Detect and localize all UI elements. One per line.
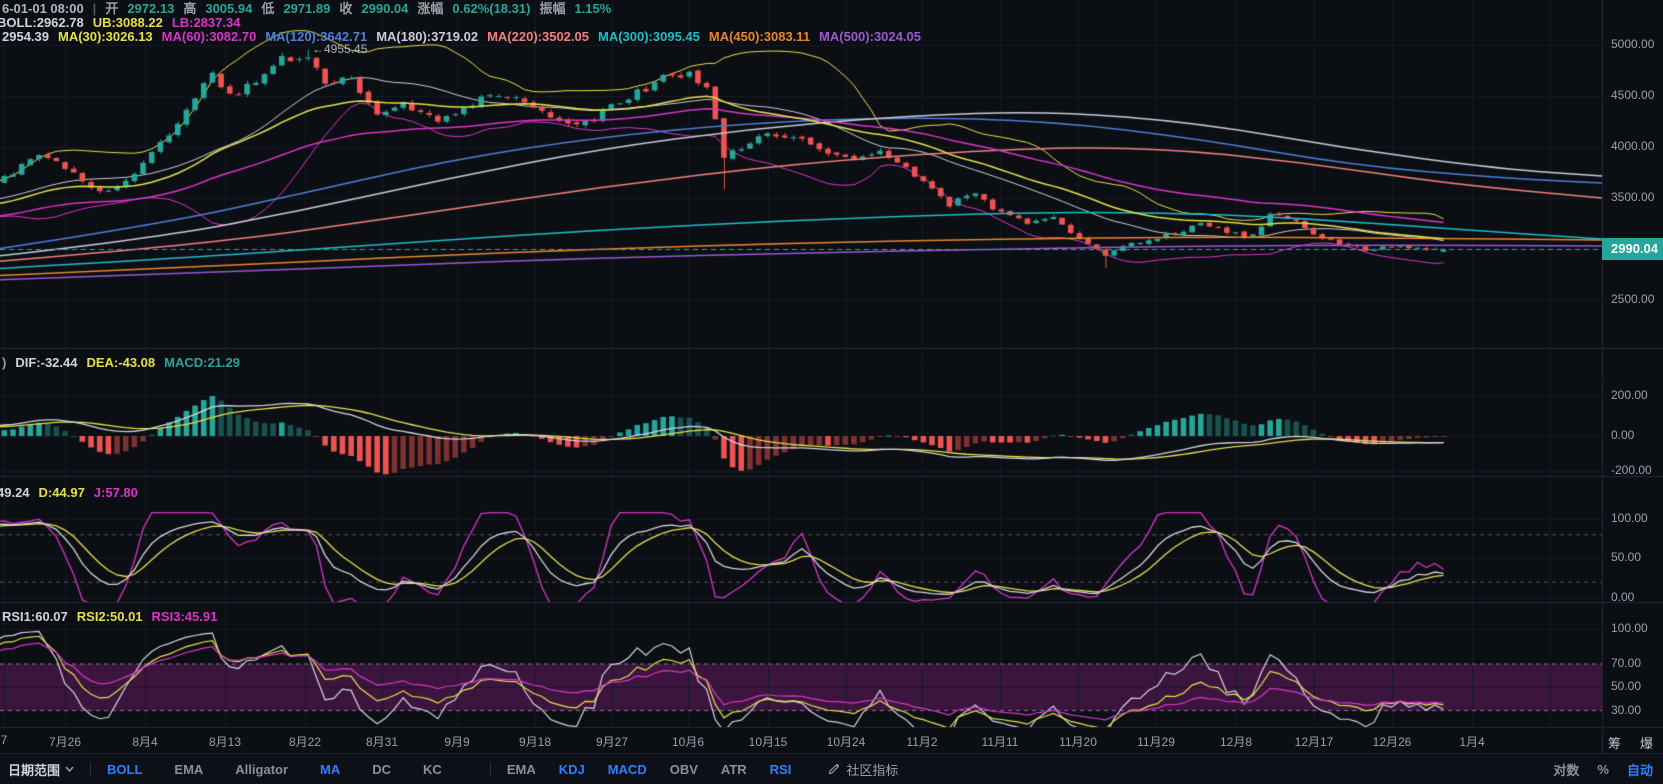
indicator-obv-button[interactable]: OBV [670,762,698,777]
time-tick-label: 12月8 [1220,733,1252,750]
axis-tick-label: 0.00 [1611,428,1634,442]
time-tick-label: 11月29 [1137,733,1175,750]
axis-tick-label: 70.00 [1611,656,1641,670]
indicator-kdj-button[interactable]: KDJ [559,762,585,777]
time-tick-label: 8月13 [209,733,241,750]
indicator-kc-button[interactable]: KC [423,762,442,777]
current-price-badge: 2990.04 [1602,238,1663,260]
date-range-button[interactable]: 日期范围 [8,760,74,779]
time-tick-label: 10月15 [749,733,788,750]
scale-自动-button[interactable]: 自动 [1627,760,1653,779]
bottom-toolbar: 日期范围 BOLL EMA Alligator MA DC KC EMA KDJ MACD OB… [0,753,1663,784]
axis-tick-label: 200.00 [1611,388,1648,402]
indicator-boll-button[interactable]: BOLL [107,762,142,777]
time-tick-label: 8月4 [132,733,157,750]
trading-chart-window: 6-01-01 08:00|开2972.13高3005.94低2971.89收2… [0,0,1663,784]
axis-tick-label: 100.00 [1611,511,1648,525]
scale-mode-group: 对数% 自动 [1553,760,1653,779]
time-tick-label: 11月20 [1059,733,1097,750]
chip-distribution-button[interactable]: 筹 [1608,733,1621,752]
chevron-down-icon [65,766,74,772]
axis-tick-label: 50.00 [1611,679,1641,693]
toolbar-separator [90,762,91,777]
scale-对数-button[interactable]: 对数 [1553,760,1579,779]
axis-tick-label: 100.00 [1611,621,1648,635]
time-tick-label: 10月24 [827,733,866,750]
axis-tick-label: 3500.00 [1611,190,1654,204]
kline-chart-canvas[interactable] [0,0,1663,753]
community-indicators-label: 社区指标 [846,760,898,779]
axis-tick-label: 50.00 [1611,550,1641,564]
indicator-ema-button[interactable]: EMA [174,762,203,777]
time-tick-label: 12月26 [1373,733,1412,750]
toolbar-separator [490,762,491,777]
indicator-atr-button[interactable]: ATR [721,762,747,777]
overlay-indicator-group: BOLL EMA Alligator MA DC KC [107,762,474,777]
time-tick-label: 7月26 [49,733,81,750]
time-tick-label: 7 [1,733,8,747]
community-indicators-button[interactable]: 社区指标 [828,760,898,779]
time-tick-label: 11月2 [906,733,937,750]
time-tick-label: 11月11 [982,733,1019,750]
indicator-alligator-button[interactable]: Alligator [235,762,288,777]
axis-tick-label: 2500.00 [1611,292,1654,306]
indicator-ma-button[interactable]: MA [320,762,340,777]
liquidation-button[interactable]: 爆 [1640,733,1653,752]
time-tick-label: 12月17 [1295,733,1334,750]
axis-tick-label: 4500.00 [1611,88,1654,102]
axis-tick-label: 30.00 [1611,703,1641,717]
indicator-macd-button[interactable]: MACD [608,762,647,777]
axis-tick-label: 5000.00 [1611,37,1654,51]
pencil-icon [828,763,840,775]
time-tick-label: 8月22 [289,733,321,750]
axis-tick-label: 0.00 [1611,590,1634,604]
indicator-ema-button[interactable]: EMA [507,762,536,777]
time-tick-label: 9月9 [444,733,469,750]
time-axis[interactable]: 7 7月26 8月4 8月13 8月22 8月31 9月9 9月18 9月27 10月6 10月15… [0,727,1663,753]
scale-%-button[interactable]: % [1597,762,1609,777]
axis-tick-label: -200.00 [1611,463,1652,477]
date-range-label: 日期范围 [8,760,60,779]
axis-tick-label: 4000.00 [1611,139,1654,153]
time-tick-label: 9月27 [596,733,628,750]
indicator-dc-button[interactable]: DC [372,762,391,777]
price-axis[interactable]: 2990.04 5000.00 4500.00 4000.00 3500.00 2500… [1602,0,1663,753]
time-tick-label: 1月4 [1459,733,1484,750]
indicator-rsi-button[interactable]: RSI [770,762,792,777]
time-tick-label: 10月6 [672,733,704,750]
time-tick-label: 9月18 [519,733,551,750]
sub-indicator-group: EMA KDJ MACD OBV ATR RSI [507,762,815,777]
time-tick-label: 8月31 [366,733,398,750]
